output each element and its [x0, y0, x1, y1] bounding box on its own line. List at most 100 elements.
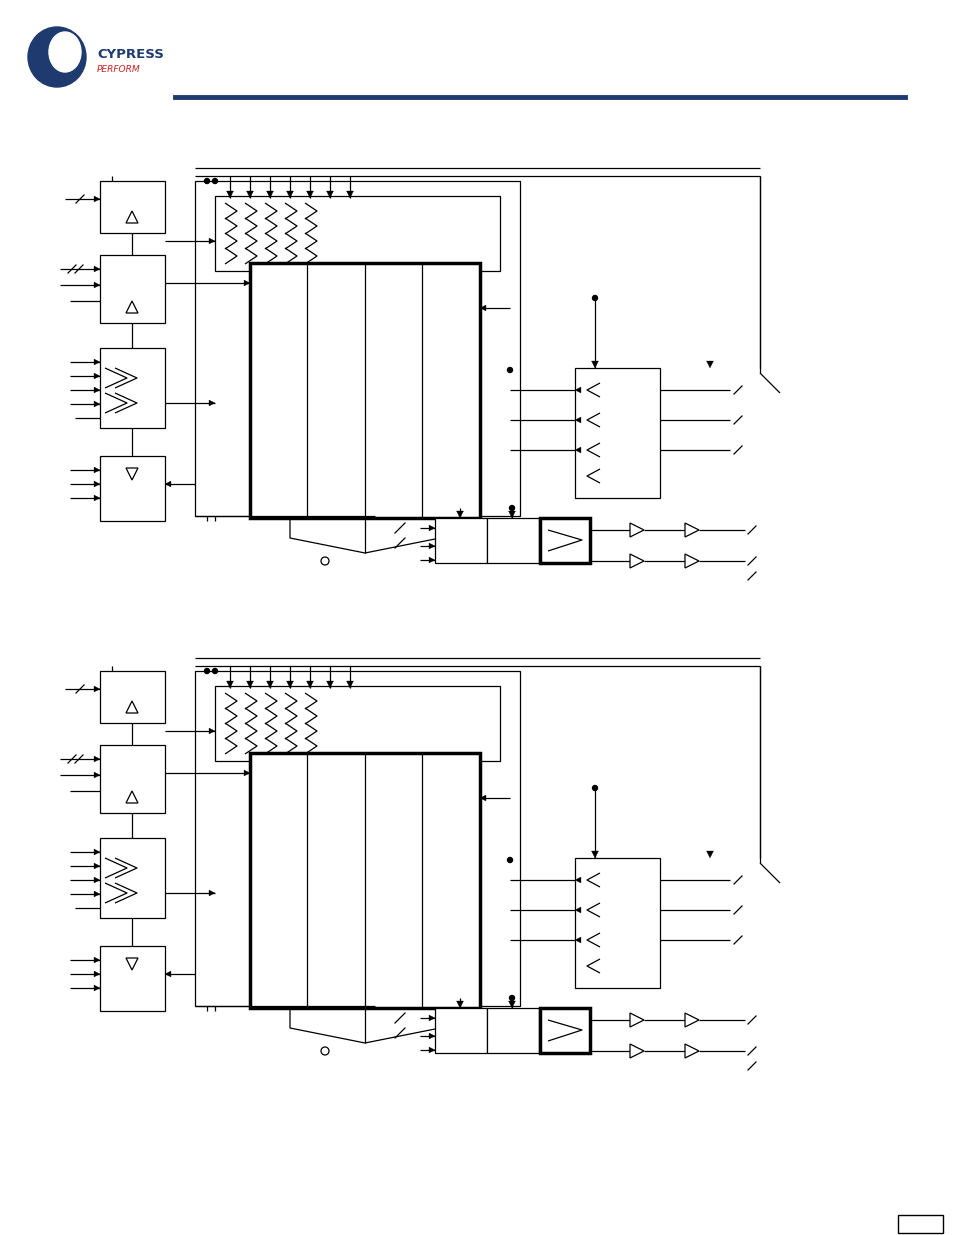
Bar [100, 839, 165, 918]
Polygon shape [346, 680, 354, 688]
Bar [214, 196, 499, 270]
Polygon shape [226, 191, 233, 198]
Polygon shape [94, 359, 100, 366]
Polygon shape [326, 191, 334, 198]
Polygon shape [429, 1032, 435, 1039]
Polygon shape [429, 1015, 435, 1021]
Polygon shape [94, 401, 100, 408]
Bar [194, 671, 519, 1007]
Polygon shape [684, 1013, 699, 1028]
Polygon shape [706, 361, 713, 368]
Polygon shape [94, 848, 100, 855]
Polygon shape [94, 495, 100, 501]
Polygon shape [629, 555, 643, 568]
Bar [575, 368, 659, 498]
Bar [100, 456, 165, 521]
Circle shape [592, 785, 597, 790]
Polygon shape [479, 795, 485, 802]
Polygon shape [246, 191, 253, 198]
Bar [435, 517, 486, 563]
Polygon shape [94, 266, 100, 272]
Bar [100, 946, 165, 1011]
Polygon shape [429, 525, 435, 531]
Bar [486, 517, 538, 563]
Circle shape [507, 368, 512, 373]
Polygon shape [246, 680, 253, 688]
Polygon shape [94, 756, 100, 762]
Ellipse shape [49, 32, 81, 72]
Text: PERFORM: PERFORM [97, 65, 140, 74]
Polygon shape [94, 986, 100, 990]
Polygon shape [94, 863, 100, 869]
Circle shape [204, 179, 210, 184]
Polygon shape [591, 361, 598, 368]
Polygon shape [684, 1044, 699, 1058]
Polygon shape [94, 772, 100, 778]
Polygon shape [244, 769, 250, 776]
Bar [194, 182, 519, 516]
Polygon shape [286, 191, 294, 198]
Polygon shape [629, 1013, 643, 1028]
Polygon shape [94, 373, 100, 379]
Polygon shape [226, 680, 233, 688]
Polygon shape [94, 282, 100, 288]
Bar [486, 1008, 538, 1053]
Polygon shape [209, 400, 214, 406]
Polygon shape [94, 196, 100, 203]
Circle shape [204, 668, 210, 673]
Polygon shape [94, 890, 100, 897]
Bar [250, 263, 479, 517]
Polygon shape [429, 1047, 435, 1053]
Polygon shape [286, 680, 294, 688]
Circle shape [592, 295, 597, 300]
Polygon shape [165, 971, 171, 977]
Bar [539, 517, 589, 563]
Bar [575, 858, 659, 988]
Polygon shape [575, 387, 580, 393]
Polygon shape [575, 417, 580, 424]
Bar [897, 1215, 942, 1233]
Polygon shape [456, 511, 463, 517]
Polygon shape [629, 522, 643, 537]
Polygon shape [479, 305, 485, 311]
Polygon shape [629, 1044, 643, 1058]
Circle shape [213, 179, 217, 184]
Bar [435, 1008, 486, 1053]
Polygon shape [165, 480, 171, 487]
Polygon shape [591, 851, 598, 858]
Circle shape [509, 995, 514, 1000]
Circle shape [320, 557, 329, 564]
Ellipse shape [28, 27, 86, 86]
Polygon shape [575, 906, 580, 913]
Bar [100, 182, 165, 233]
Polygon shape [306, 191, 314, 198]
Polygon shape [94, 877, 100, 883]
Polygon shape [575, 447, 580, 453]
Polygon shape [684, 555, 699, 568]
Polygon shape [209, 727, 214, 734]
Polygon shape [266, 680, 274, 688]
Bar [100, 671, 165, 722]
Polygon shape [94, 957, 100, 963]
Polygon shape [706, 851, 713, 858]
Polygon shape [684, 522, 699, 537]
Bar [250, 753, 479, 1008]
Polygon shape [346, 191, 354, 198]
Polygon shape [575, 937, 580, 944]
Polygon shape [429, 557, 435, 563]
Polygon shape [266, 191, 274, 198]
Bar [100, 254, 165, 324]
Polygon shape [326, 680, 334, 688]
Polygon shape [209, 238, 214, 245]
Circle shape [320, 1047, 329, 1055]
Bar [214, 685, 499, 761]
Polygon shape [456, 1002, 463, 1008]
Bar [539, 1008, 589, 1053]
Polygon shape [508, 511, 515, 517]
Polygon shape [209, 890, 214, 897]
Circle shape [507, 857, 512, 862]
Bar [100, 348, 165, 429]
Polygon shape [94, 685, 100, 692]
Bar [100, 745, 165, 813]
Polygon shape [429, 543, 435, 550]
